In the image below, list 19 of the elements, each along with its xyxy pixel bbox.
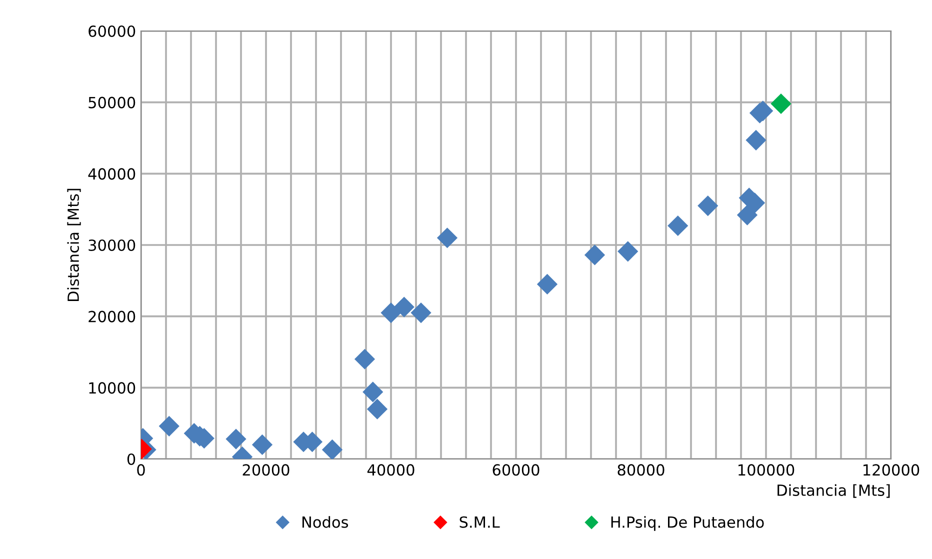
legend-label: H.Psiq. De Putaendo <box>611 516 764 531</box>
legend-label: S.M.L <box>460 516 500 528</box>
y-tick-label: 0 <box>127 453 136 466</box>
legend-label: Nodos <box>302 516 348 528</box>
y-tick-label: 10000 <box>89 382 136 394</box>
x-tick-label: 120000 <box>864 464 920 476</box>
y-tick-label: 30000 <box>88 239 136 252</box>
x-tick-label: 80000 <box>618 464 664 476</box>
x-tick-label: 40000 <box>367 464 414 476</box>
y-tick-label: 60000 <box>88 25 136 38</box>
x-axis-title: Distancia [Mts] <box>778 484 890 498</box>
y-tick-label: 40000 <box>88 168 136 180</box>
y-tick-label: 20000 <box>88 310 136 322</box>
x-tick-label: 0 <box>137 464 145 476</box>
y-axis-title: Distancia [Mts] <box>67 188 81 301</box>
x-tick-label: 60000 <box>492 464 540 476</box>
x-tick-label: 100000 <box>738 464 794 476</box>
x-tick-label: 20000 <box>242 464 290 476</box>
y-tick-label: 50000 <box>88 96 136 108</box>
